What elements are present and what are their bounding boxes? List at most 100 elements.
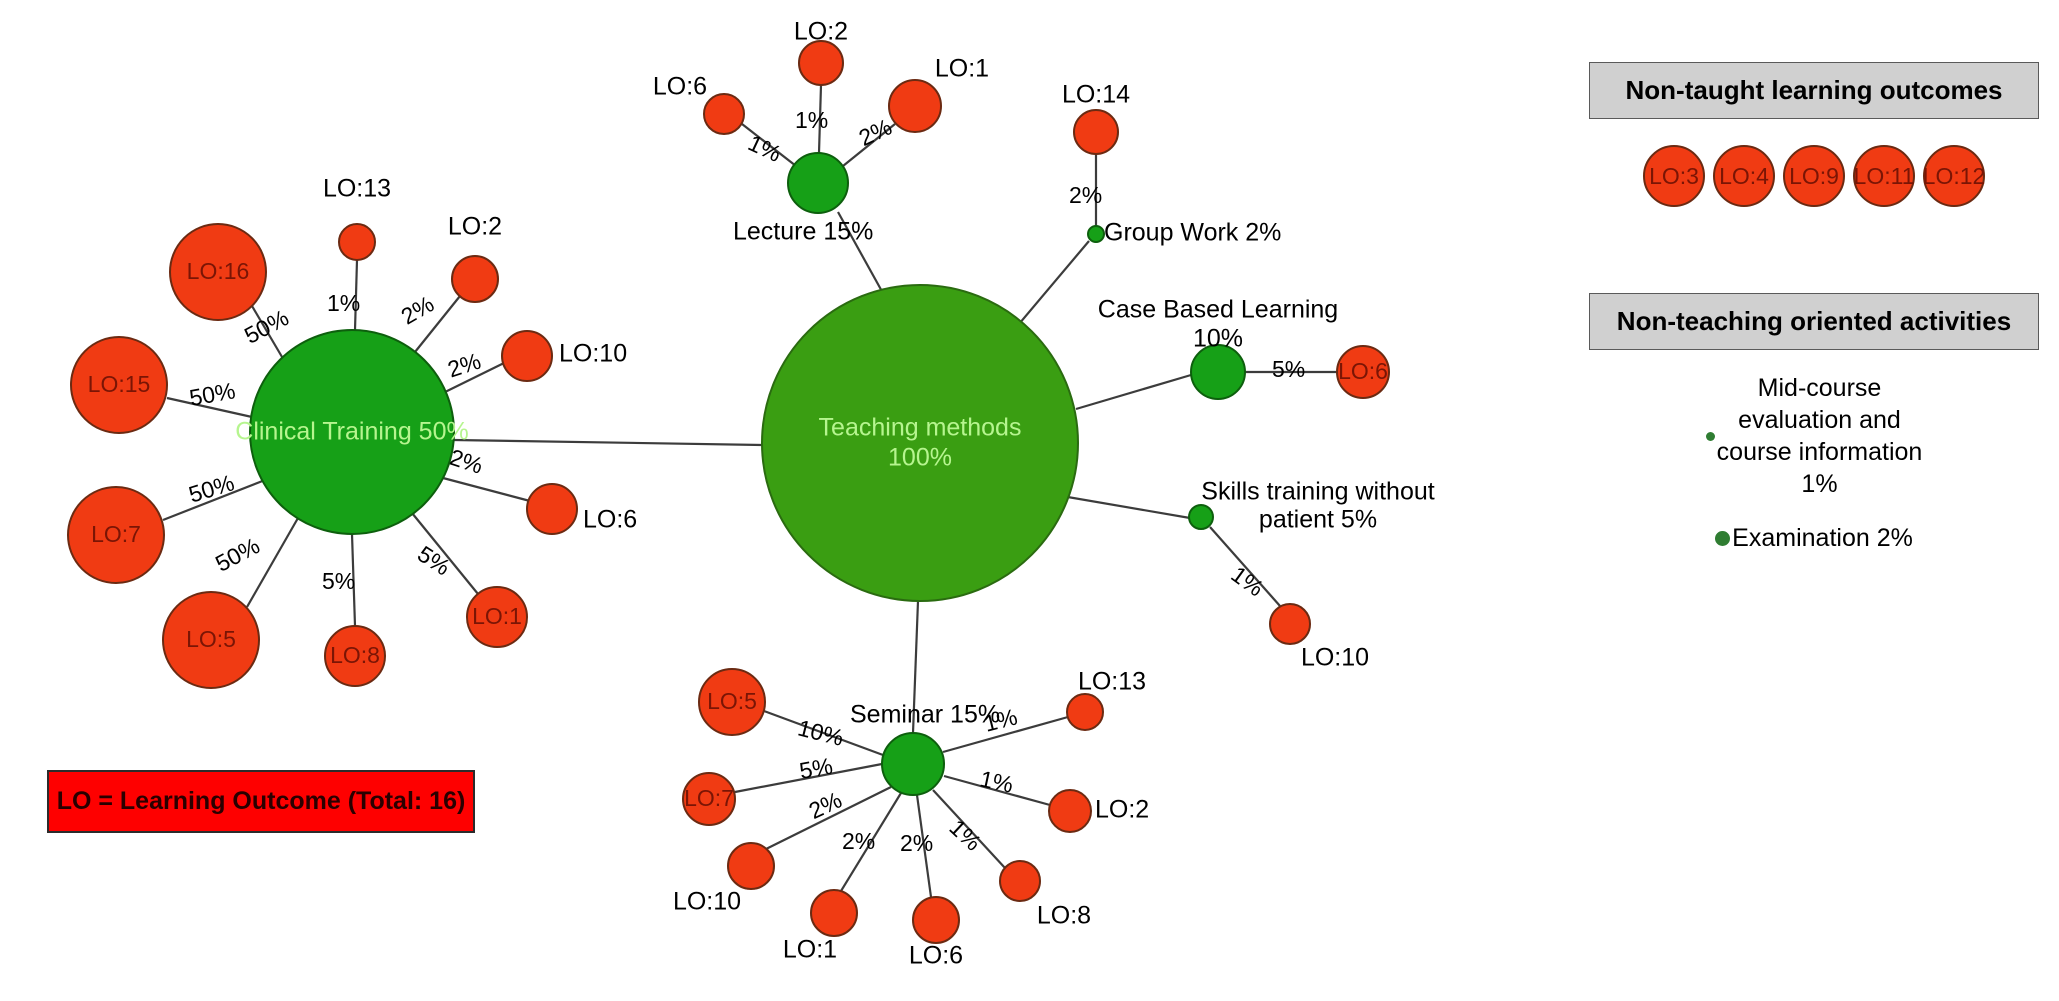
root-teaching-methods-inner-line-0: Teaching methods xyxy=(819,414,1022,442)
method-group-work-circle[interactable] xyxy=(1087,225,1105,243)
method-group-work[interactable]: Group Work 2% xyxy=(1087,219,1281,247)
link-sem-lo2-weight-label: 1% xyxy=(978,765,1016,797)
non-taught-lo-chip[interactable]: LO:4 xyxy=(1713,145,1775,207)
lo-node-sem-7[interactable]: LO:7 xyxy=(682,772,736,826)
non-teaching-activity-label: Examination 2% xyxy=(1732,524,1913,552)
method-skills-training-circle[interactable] xyxy=(1188,504,1214,530)
lo-node-ct-7[interactable]: LO:7 xyxy=(67,486,165,584)
link-ct-lo10 xyxy=(440,362,505,395)
lo-node-lec-6[interactable]: LO:6 xyxy=(653,73,745,135)
lo-node-gw-14-circle[interactable] xyxy=(1073,109,1119,155)
lo-node-ct-2[interactable]: LO:2 xyxy=(448,213,502,303)
lo-node-ct-8[interactable]: LO:8 xyxy=(324,625,386,687)
lo-node-sem-10-circle[interactable] xyxy=(727,842,775,890)
method-clinical-training-circle[interactable] xyxy=(249,329,455,535)
lo-node-ct-1-circle[interactable] xyxy=(466,586,528,648)
method-clinical-training-inner-line-0: Clinical Training 50% xyxy=(235,418,468,446)
lo-node-ct-16-circle[interactable] xyxy=(169,223,267,321)
method-seminar-label: Seminar 15% xyxy=(850,701,1000,729)
link-root-seminar xyxy=(911,600,920,734)
lo-node-ct-6-circle[interactable] xyxy=(526,483,578,535)
lo-node-ct-6[interactable]: LO:6 xyxy=(526,483,637,535)
lo-node-ct-5-inner-label: LO:5 xyxy=(186,626,236,652)
lo-node-sem-6[interactable]: LO:6 xyxy=(909,896,963,970)
activity-dot-icon xyxy=(1705,431,1715,441)
lo-node-sem-8-label: LO:8 xyxy=(1037,902,1091,930)
lo-node-ct-2-label: LO:2 xyxy=(448,213,502,241)
link-ct-lo6 xyxy=(442,476,531,503)
root-teaching-methods-circle[interactable] xyxy=(761,284,1079,602)
lo-node-lec-6-circle[interactable] xyxy=(703,93,745,135)
lo-node-ct-7-circle[interactable] xyxy=(67,486,165,584)
lo-node-ct-1[interactable]: LO:1 xyxy=(466,586,528,648)
legend-non-taught-header: Non-taught learning outcomes xyxy=(1589,62,2039,119)
lo-node-ct-15-circle[interactable] xyxy=(70,336,168,434)
method-case-based-learning-circle[interactable] xyxy=(1190,344,1246,400)
non-teaching-activity-item: Mid-course evaluation and course informa… xyxy=(1589,372,2039,500)
method-case-based-learning-label-line2: 10% xyxy=(1193,325,1243,353)
lo-node-gw-14[interactable]: LO:14 xyxy=(1062,81,1130,155)
lo-node-sem-8[interactable]: LO:8 xyxy=(999,860,1091,930)
lo-node-ct-5-circle[interactable] xyxy=(162,591,260,689)
lo-node-lec-2[interactable]: LO:2 xyxy=(794,18,848,86)
non-taught-lo-chip[interactable]: LO:11 xyxy=(1853,145,1915,207)
lo-node-ct-13-label: LO:13 xyxy=(323,175,391,203)
legend-non-teaching-activities: Non-teaching oriented activities Mid-cou… xyxy=(1589,293,2039,554)
lo-node-lec-1-circle[interactable] xyxy=(888,79,942,133)
lo-node-ct-16[interactable]: LO:16 xyxy=(169,223,267,321)
legend-non-teaching-header: Non-teaching oriented activities xyxy=(1589,293,2039,350)
link-lec-lo6 xyxy=(741,123,797,167)
lo-node-cbl-6[interactable]: LO:6 xyxy=(1336,345,1390,399)
lo-node-cbl-6-inner-label: LO:6 xyxy=(1338,358,1388,384)
lo-node-ct-15[interactable]: LO:15 xyxy=(70,336,168,434)
lo-node-sem-6-circle[interactable] xyxy=(912,896,960,944)
lo-node-sem-10[interactable]: LO:10 xyxy=(673,842,775,916)
non-taught-lo-chip[interactable]: LO:9 xyxy=(1783,145,1845,207)
link-ct-lo15-weight-label: 50% xyxy=(187,377,237,411)
link-ct-lo10-weight-label: 2% xyxy=(444,348,484,383)
lo-node-st-10[interactable]: LO:10 xyxy=(1269,603,1369,672)
non-teaching-activity-label: Mid-course evaluation and course informa… xyxy=(1716,374,1923,498)
lo-node-sem-2[interactable]: LO:2 xyxy=(1048,789,1149,833)
lo-node-ct-2-circle[interactable] xyxy=(451,255,499,303)
lo-node-sem-5-circle[interactable] xyxy=(698,668,766,736)
lo-node-ct-15-inner-label: LO:15 xyxy=(88,371,151,397)
lo-node-ct-10[interactable]: LO:10 xyxy=(501,330,627,382)
root-teaching-methods-inner-line-1: 100% xyxy=(888,444,952,472)
lo-node-ct-13[interactable]: LO:13 xyxy=(323,175,391,261)
lo-node-sem-1-circle[interactable] xyxy=(810,889,858,937)
lo-node-sem-10-label: LO:10 xyxy=(673,888,741,916)
lo-node-ct-10-label: LO:10 xyxy=(559,340,627,368)
link-lec-lo1-weight-label: 2% xyxy=(855,113,896,151)
method-seminar-circle[interactable] xyxy=(881,732,945,796)
link-sem-lo10 xyxy=(765,786,892,850)
lo-node-lec-2-circle[interactable] xyxy=(798,40,844,86)
link-root-case-based-learning xyxy=(1075,373,1192,411)
method-lecture[interactable]: Lecture 15% xyxy=(733,152,873,246)
lo-node-ct-8-circle[interactable] xyxy=(324,625,386,687)
lo-node-ct-7-inner-label: LO:7 xyxy=(91,521,141,547)
link-ct-lo2 xyxy=(414,295,461,353)
lo-node-sem-13-circle[interactable] xyxy=(1066,693,1104,731)
method-clinical-training[interactable]: Clinical Training 50% xyxy=(235,329,469,535)
lo-node-sem-2-circle[interactable] xyxy=(1048,789,1092,833)
lo-node-sem-13[interactable]: LO:13 xyxy=(1066,668,1146,731)
lo-node-ct-13-circle[interactable] xyxy=(338,223,376,261)
lo-node-cbl-6-circle[interactable] xyxy=(1336,345,1390,399)
lo-node-ct-5[interactable]: LO:5 xyxy=(162,591,260,689)
lo-node-st-10-circle[interactable] xyxy=(1269,603,1311,645)
lo-node-sem-8-circle[interactable] xyxy=(999,860,1041,902)
lo-node-ct-10-circle[interactable] xyxy=(501,330,553,382)
lo-node-lec-1[interactable]: LO:1 xyxy=(888,55,989,133)
lo-node-sem-5[interactable]: LO:5 xyxy=(698,668,766,736)
non-taught-lo-chip[interactable]: LO:12 xyxy=(1923,145,1985,207)
lo-node-sem-1[interactable]: LO:1 xyxy=(783,889,858,964)
lo-node-sem-7-circle[interactable] xyxy=(682,772,736,826)
non-taught-lo-chip[interactable]: LO:3 xyxy=(1643,145,1705,207)
method-lecture-circle[interactable] xyxy=(787,152,849,214)
method-seminar[interactable]: Seminar 15% xyxy=(850,701,1000,796)
